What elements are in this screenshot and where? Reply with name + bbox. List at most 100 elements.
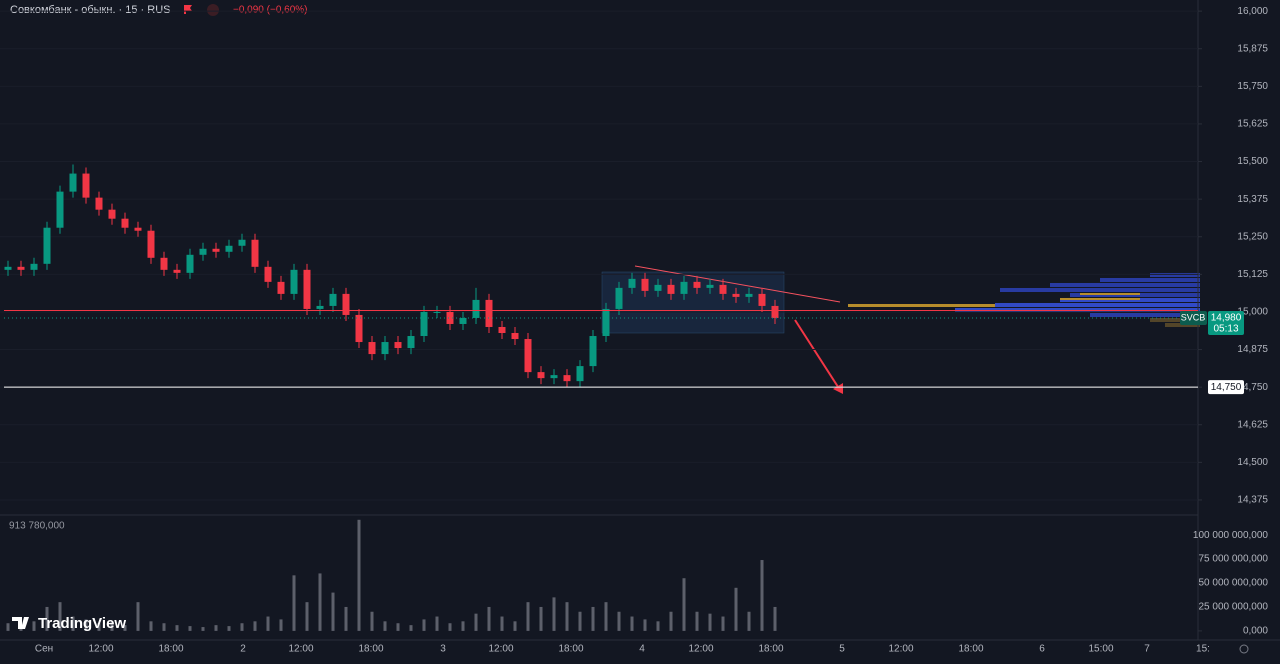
x-tick-label: 15:00 bbox=[1088, 644, 1113, 655]
volume-bar bbox=[292, 575, 296, 631]
volume-bar bbox=[84, 619, 88, 631]
chart-title: Совкомбанк - обыкн. · 15 · RUS bbox=[10, 4, 171, 16]
volume-bar bbox=[734, 587, 738, 631]
candle-body bbox=[667, 284, 675, 294]
candle-body bbox=[160, 257, 168, 270]
candle-body bbox=[680, 281, 688, 294]
profile-row bbox=[1090, 313, 1200, 317]
candle-body bbox=[693, 281, 701, 288]
y-tick-label: 100 000 000,000 bbox=[1193, 530, 1269, 541]
candle-body bbox=[537, 372, 545, 379]
flag-icon bbox=[184, 5, 192, 14]
candle-body bbox=[641, 278, 649, 291]
volume-bar bbox=[162, 623, 166, 631]
y-tick-label: 14,625 bbox=[1237, 419, 1268, 430]
candle-body bbox=[342, 293, 350, 315]
y-tick-label: 15,000 bbox=[1237, 307, 1268, 318]
candle-body bbox=[394, 342, 402, 349]
volume-bar bbox=[32, 621, 36, 631]
candle-body bbox=[17, 266, 25, 270]
y-tick-label: 16,000 bbox=[1237, 6, 1268, 17]
x-tick-label: 12:00 bbox=[288, 644, 313, 655]
y-tick-label: 15,375 bbox=[1237, 194, 1268, 205]
volume-bar bbox=[513, 621, 517, 631]
candle-body bbox=[238, 239, 246, 246]
volume-bar bbox=[617, 611, 621, 631]
y-tick-label: 15,750 bbox=[1237, 81, 1268, 92]
profile-row bbox=[1080, 293, 1140, 295]
x-tick-label: 4 bbox=[639, 644, 645, 655]
volume-bar bbox=[474, 613, 478, 631]
volume-bar bbox=[487, 606, 491, 631]
x-tick-label: 2 bbox=[240, 644, 246, 655]
volume-bar bbox=[45, 606, 49, 631]
volume-bar bbox=[773, 606, 777, 631]
volume-bar bbox=[58, 602, 62, 631]
x-tick-label: Сен bbox=[35, 644, 53, 655]
candle-body bbox=[589, 336, 597, 367]
candle-body bbox=[758, 293, 766, 306]
volume-bar bbox=[422, 619, 426, 631]
profile-row bbox=[1060, 298, 1140, 300]
volume-bar bbox=[149, 621, 153, 631]
candle-body bbox=[277, 281, 285, 294]
currency-icon bbox=[207, 4, 219, 16]
candle-body bbox=[30, 263, 38, 270]
x-tick-label: 12:00 bbox=[888, 644, 913, 655]
volume-bar bbox=[331, 592, 335, 631]
candle-body bbox=[134, 227, 142, 231]
arrow-head bbox=[833, 383, 843, 394]
volume-bar bbox=[188, 626, 192, 631]
candle-body bbox=[4, 266, 12, 270]
trend-line bbox=[634, 265, 841, 303]
candle-body bbox=[706, 284, 714, 288]
volume-bar bbox=[695, 611, 699, 631]
candle-body bbox=[615, 287, 623, 309]
symbol: SVCB bbox=[1181, 312, 1206, 322]
last-price-label: 14,980 bbox=[1211, 313, 1242, 324]
y-tick-label: 75 000 000,000 bbox=[1198, 554, 1268, 565]
volume-bar bbox=[370, 611, 374, 631]
volume-legend: 913 780,000 bbox=[9, 521, 65, 532]
candle-body bbox=[446, 311, 454, 324]
profile-row bbox=[1050, 283, 1200, 287]
price-change: −0,090 (−0,60%) bbox=[233, 5, 308, 16]
volume-bar bbox=[500, 616, 504, 631]
candle-body bbox=[251, 239, 259, 267]
profile-row bbox=[848, 304, 995, 307]
candle-body bbox=[290, 269, 298, 294]
profile-row bbox=[1150, 273, 1200, 277]
settings-icon[interactable] bbox=[1239, 644, 1249, 654]
candle-body bbox=[771, 305, 779, 318]
x-tick-label: 15: bbox=[1196, 644, 1210, 655]
volume-bar bbox=[97, 623, 101, 631]
candle-body bbox=[212, 248, 220, 252]
last-price-box bbox=[1208, 310, 1244, 335]
volume-bar bbox=[630, 616, 634, 631]
volume-bar bbox=[305, 602, 309, 631]
volume-bar bbox=[279, 619, 283, 631]
volume-bar bbox=[175, 625, 179, 631]
candle-body bbox=[186, 254, 194, 273]
candle-body bbox=[576, 366, 584, 382]
volume-bar bbox=[409, 625, 413, 631]
profile-row bbox=[1100, 278, 1200, 282]
logo-text: TradingView bbox=[38, 615, 126, 632]
candle-body bbox=[225, 245, 233, 252]
candle-body bbox=[511, 333, 519, 340]
candle-body bbox=[173, 269, 181, 273]
profile-row bbox=[1165, 323, 1200, 327]
y-tick-label: 15,625 bbox=[1237, 119, 1268, 130]
candle-body bbox=[472, 299, 480, 318]
candle-body bbox=[524, 339, 532, 373]
candle-body bbox=[654, 284, 662, 291]
volume-bar bbox=[253, 621, 257, 631]
candle-body bbox=[303, 269, 311, 309]
y-tick-label: 15,250 bbox=[1237, 231, 1268, 242]
candle-body bbox=[407, 336, 415, 349]
candle-body bbox=[329, 293, 337, 306]
y-tick-label: 15,125 bbox=[1237, 269, 1268, 280]
candle-body bbox=[719, 284, 727, 294]
profile-row bbox=[1000, 288, 1200, 292]
